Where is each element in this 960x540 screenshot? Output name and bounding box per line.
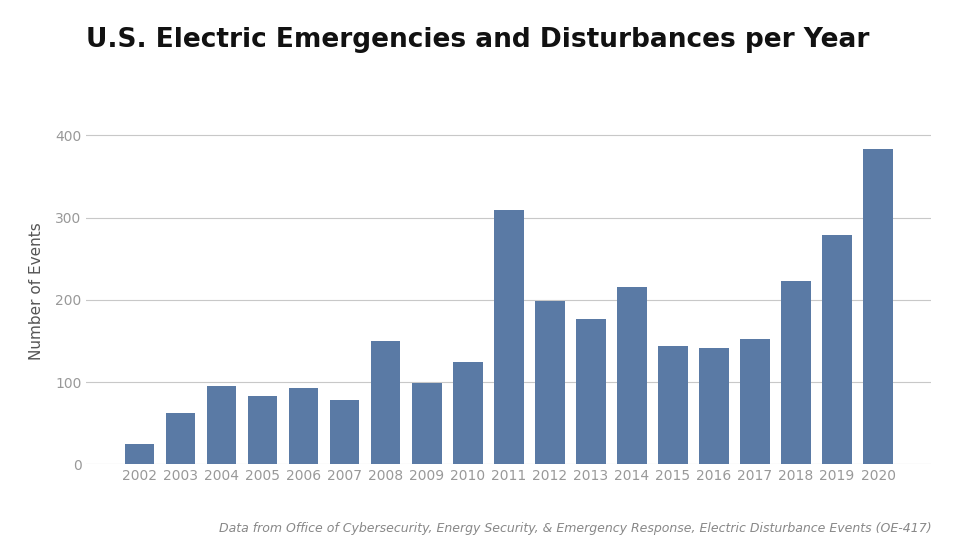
Bar (453, 362, 483, 464)
Bar (576, 319, 606, 464)
Bar (371, 341, 400, 464)
Bar (659, 346, 687, 464)
Bar (330, 400, 359, 464)
Bar (863, 149, 893, 464)
Bar (248, 396, 277, 464)
Y-axis label: Number of Events: Number of Events (29, 222, 44, 361)
Bar (740, 339, 770, 464)
Bar (412, 383, 442, 464)
Bar (494, 210, 523, 464)
Bar (699, 348, 729, 464)
Bar (822, 235, 852, 464)
Bar (206, 386, 236, 464)
Bar (617, 287, 647, 464)
Bar (535, 301, 564, 464)
Bar (166, 413, 196, 464)
Bar (289, 388, 319, 464)
Text: Data from Office of Cybersecurity, Energy Security, & Emergency Response, Electr: Data from Office of Cybersecurity, Energ… (219, 522, 931, 535)
Text: U.S. Electric Emergencies and Disturbances per Year: U.S. Electric Emergencies and Disturbanc… (86, 27, 870, 53)
Bar (125, 444, 155, 464)
Bar (781, 281, 811, 464)
